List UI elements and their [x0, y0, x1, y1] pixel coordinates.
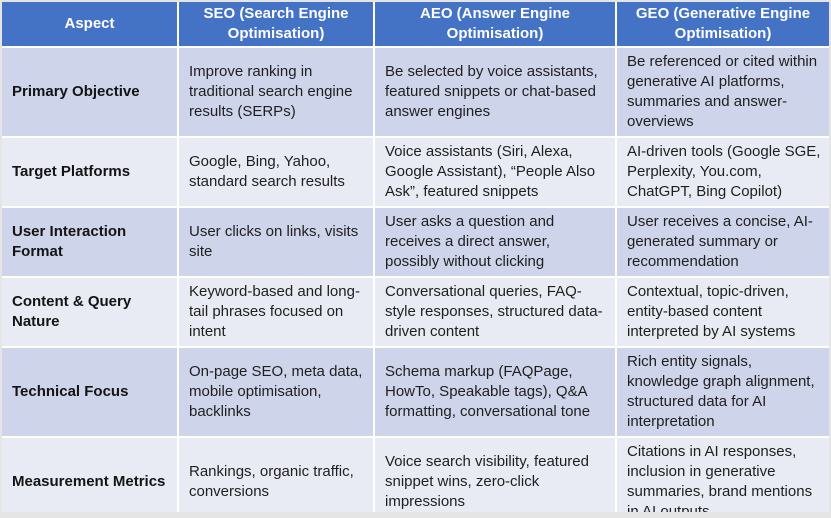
geo-cell: Contextual, topic-driven, entity-based c…	[617, 278, 829, 346]
aspect-cell: User Interaction Format	[2, 208, 177, 276]
seo-cell: Google, Bing, Yahoo, standard search res…	[179, 138, 373, 206]
geo-cell: Citations in AI responses, inclusion in …	[617, 438, 829, 512]
column-header-aspect: Aspect	[2, 2, 177, 46]
seo-cell: User clicks on links, visits site	[179, 208, 373, 276]
table-body: Primary Objective Improve ranking in tra…	[2, 48, 829, 512]
seo-cell: Improve ranking in traditional search en…	[179, 48, 373, 136]
seo-cell: Rankings, organic traffic, conversions	[179, 438, 373, 512]
aeo-cell: Be selected by voice assistants, feature…	[375, 48, 615, 136]
table-row: Measurement Metrics Rankings, organic tr…	[2, 438, 829, 512]
aspect-cell: Target Platforms	[2, 138, 177, 206]
aeo-cell: User asks a question and receives a dire…	[375, 208, 615, 276]
aspect-cell: Content & Query Nature	[2, 278, 177, 346]
geo-cell: User receives a concise, AI-generated su…	[617, 208, 829, 276]
geo-cell: AI-driven tools (Google SGE, Perplexity,…	[617, 138, 829, 206]
column-header-aeo: AEO (Answer Engine Optimisation)	[375, 2, 615, 46]
table-row: Primary Objective Improve ranking in tra…	[2, 48, 829, 136]
table-row: User Interaction Format User clicks on l…	[2, 208, 829, 276]
geo-cell: Be referenced or cited within generative…	[617, 48, 829, 136]
aspect-cell: Primary Objective	[2, 48, 177, 136]
aspect-cell: Technical Focus	[2, 348, 177, 436]
comparison-table-container: Aspect SEO (Search Engine Optimisation) …	[2, 2, 829, 512]
column-header-seo: SEO (Search Engine Optimisation)	[179, 2, 373, 46]
aspect-cell: Measurement Metrics	[2, 438, 177, 512]
table-row: Content & Query Nature Keyword-based and…	[2, 278, 829, 346]
table-header: Aspect SEO (Search Engine Optimisation) …	[2, 2, 829, 46]
seo-aeo-geo-comparison-table: Aspect SEO (Search Engine Optimisation) …	[2, 2, 829, 512]
aeo-cell: Voice search visibility, featured snippe…	[375, 438, 615, 512]
aeo-cell: Conversational queries, FAQ-style respon…	[375, 278, 615, 346]
geo-cell: Rich entity signals, knowledge graph ali…	[617, 348, 829, 436]
table-row: Technical Focus On-page SEO, meta data, …	[2, 348, 829, 436]
table-row: Target Platforms Google, Bing, Yahoo, st…	[2, 138, 829, 206]
aeo-cell: Voice assistants (Siri, Alexa, Google As…	[375, 138, 615, 206]
aeo-cell: Schema markup (FAQPage, HowTo, Speakable…	[375, 348, 615, 436]
seo-cell: On-page SEO, meta data, mobile optimisat…	[179, 348, 373, 436]
column-header-geo: GEO (Generative Engine Optimisation)	[617, 2, 829, 46]
seo-cell: Keyword-based and long-tail phrases focu…	[179, 278, 373, 346]
header-row: Aspect SEO (Search Engine Optimisation) …	[2, 2, 829, 46]
